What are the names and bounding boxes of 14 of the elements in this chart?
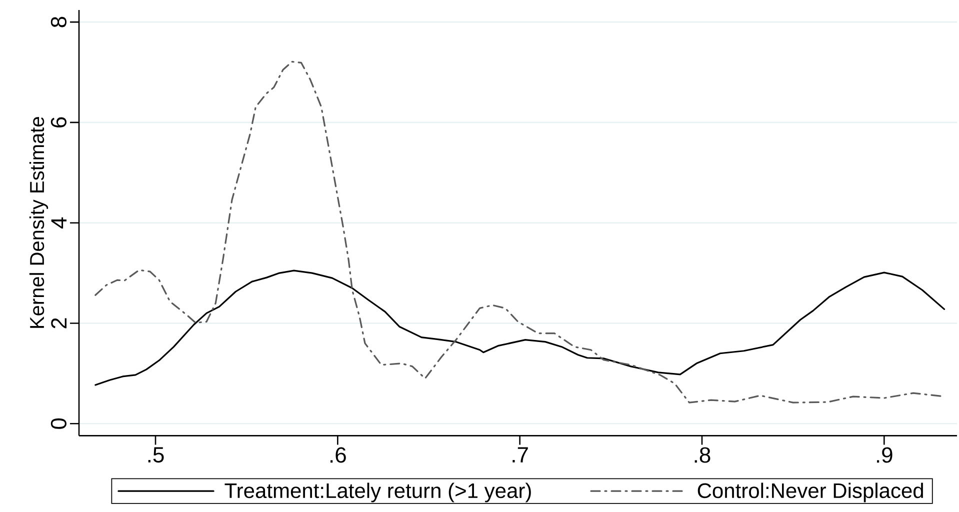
legend-label: Treatment:Lately return (>1 year) (224, 482, 531, 502)
y-axis-title: Kernel Density Estimate (29, 117, 48, 328)
legend-label: Control:Never Displaced (698, 482, 923, 502)
x-tick-label: .6 (330, 447, 346, 463)
x-tick-label: .9 (876, 447, 892, 463)
line-series (94, 270, 946, 386)
x-tick-label: .5 (148, 447, 164, 463)
y-tick-label: 4 (51, 217, 66, 228)
x-tick-label: .7 (512, 447, 528, 462)
y-tick-label: 6 (50, 117, 66, 128)
y-tick-label: 2 (51, 318, 66, 328)
y-tick-label: 8 (50, 16, 66, 28)
y-tick-label: 0 (50, 418, 66, 429)
x-tick-label: .8 (694, 447, 710, 463)
